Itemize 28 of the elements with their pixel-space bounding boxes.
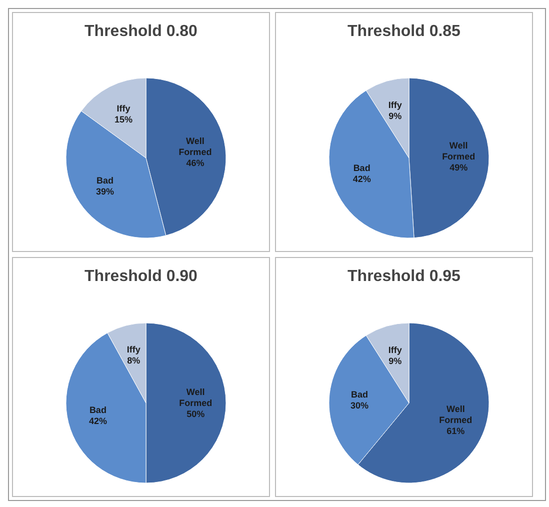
data-label: 15%: [114, 114, 132, 124]
slice-label: Bad: [96, 175, 114, 186]
slice-label: Well Formed: [439, 404, 472, 425]
slice-label: Bad: [350, 389, 368, 400]
data-label: 42%: [352, 174, 371, 184]
slice-label: Bad: [353, 162, 370, 173]
data-label: 61%: [446, 426, 465, 436]
data-label: 9%: [388, 110, 402, 121]
data-label: 49%: [450, 162, 468, 172]
data-label: 9%: [388, 356, 402, 366]
chart-title: Threshold 0.85: [346, 23, 462, 41]
data-label: 42%: [88, 416, 107, 426]
data-label: 50%: [186, 409, 205, 419]
chart-title: Threshold 0.80: [84, 23, 198, 41]
slice-label: Iffy: [388, 344, 402, 355]
slice-label: Iffy: [116, 103, 130, 114]
slice-label: Iffy: [126, 344, 140, 354]
data-label: 39%: [96, 186, 114, 196]
data-label: 30%: [350, 400, 369, 410]
chart-title: Threshold 0.90: [84, 268, 198, 286]
slice-label: Bad: [89, 404, 106, 415]
slice-label: Well Formed: [442, 140, 476, 162]
chart-title: Threshold 0.95: [346, 268, 462, 286]
slice-label: Iffy: [388, 100, 402, 110]
slice-label: Well Formed: [178, 136, 212, 157]
data-label: 46%: [186, 158, 204, 168]
slice-label: Well Formed: [179, 387, 212, 408]
data-label: 8%: [127, 355, 140, 366]
